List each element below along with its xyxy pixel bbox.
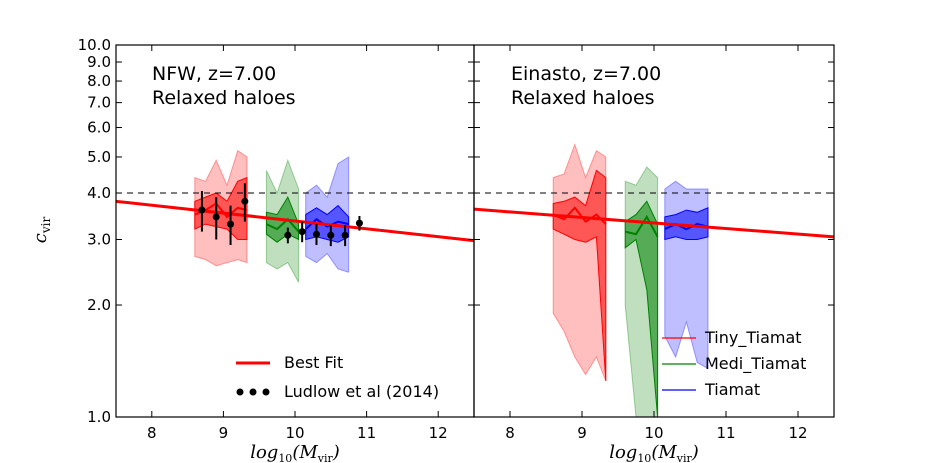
left-panel-data <box>116 149 474 283</box>
x-axis-label-right: log10(Mvir) <box>609 442 699 463</box>
y-tick-label: 2.0 <box>87 296 111 314</box>
legend-medi-tiamat-label: Medi_Tiamat <box>705 354 806 374</box>
ludlow-point <box>327 231 335 239</box>
ludlow-point <box>284 231 292 239</box>
x-tick-label: 9 <box>219 424 229 442</box>
y-axis-label: cvir <box>30 217 53 244</box>
right-panel-title: Einasto, z=7.00 <box>511 63 661 85</box>
y-tick-label: 7.0 <box>87 94 111 112</box>
right-legend: Tiny_Tiamat Medi_Tiamat Tiamat <box>662 328 806 399</box>
left-panel-subtitle: Relaxed haloes <box>152 87 296 109</box>
right-panel-data <box>474 142 834 417</box>
ludlow-point <box>212 213 220 221</box>
legend-ludlow-label: Ludlow et al (2014) <box>284 382 439 401</box>
legend-tiny-tiamat-label: Tiny_Tiamat <box>704 328 802 348</box>
x-tick-label: 9 <box>577 424 587 442</box>
y-tick-label: 6.0 <box>87 119 111 137</box>
tiny-tiamat-inner-band <box>552 169 607 381</box>
ludlow-point <box>298 228 306 236</box>
ludlow-point <box>312 230 320 238</box>
left-legend: Best Fit Ludlow et al (2014) <box>236 353 439 401</box>
ludlow-point <box>198 206 206 214</box>
tiamat-inner-band <box>664 207 709 241</box>
x-tick-label: 12 <box>429 424 448 442</box>
y-tick-label: 9.0 <box>87 53 111 71</box>
y-tick-label: 4.0 <box>87 184 111 202</box>
x-tick-label: 10 <box>644 424 663 442</box>
right-panel-subtitle: Relaxed haloes <box>511 87 655 109</box>
axes: 8 9 10 11 12 8 9 10 11 12 1.0 2.0 3.0 4.0 5.0 6.0 7.0 8.0… <box>78 36 834 442</box>
y-tick-label: 1.0 <box>87 408 111 426</box>
legend-ludlow-swatch-dot <box>262 388 270 396</box>
y-tick-label: 3.0 <box>87 231 111 249</box>
y-tick-label: 10.0 <box>78 36 111 54</box>
x-tick-label: 8 <box>505 424 515 442</box>
legend-ludlow-swatch-dot <box>249 388 257 396</box>
legend-best-fit-label: Best Fit <box>284 353 343 372</box>
y-tick-label: 5.0 <box>87 148 111 166</box>
tiamat-outer-band <box>664 180 709 370</box>
x-tick-label: 11 <box>716 424 735 442</box>
legend-tiamat-label: Tiamat <box>704 380 760 399</box>
x-tick-label: 11 <box>357 424 376 442</box>
y-tick-label: 8.0 <box>87 72 111 90</box>
ludlow-point <box>355 219 363 227</box>
medi-tiamat-median-line <box>265 217 300 233</box>
x-tick-label: 12 <box>788 424 807 442</box>
best-fit-line <box>116 199 474 243</box>
medi-tiamat-inner-band <box>624 200 659 417</box>
left-panel-title: NFW, z=7.00 <box>152 63 276 85</box>
x-tick-label: 10 <box>285 424 304 442</box>
tiny-tiamat-median-line <box>552 206 607 225</box>
ludlow-point <box>341 231 349 239</box>
medi-tiamat-median-line <box>624 214 659 238</box>
legend-ludlow-swatch-dot <box>236 388 244 396</box>
x-tick-label: 8 <box>147 424 157 442</box>
x-axis-label-left: log10(Mvir) <box>250 442 340 463</box>
best-fit-line <box>474 207 834 239</box>
ludlow-point <box>227 220 235 228</box>
ludlow-point <box>241 197 249 205</box>
